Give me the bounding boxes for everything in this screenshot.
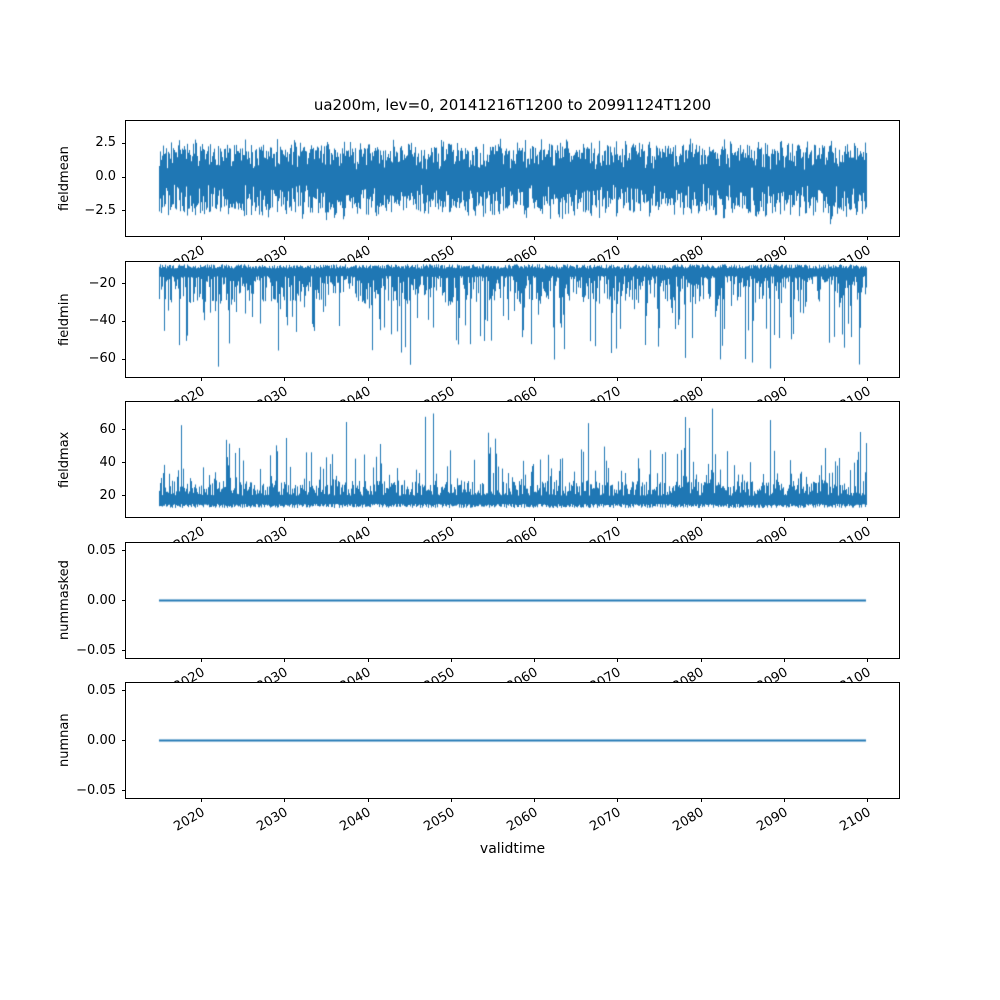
x-tick-mark xyxy=(783,517,785,521)
y-tick-mark xyxy=(122,600,126,601)
x-tick-mark xyxy=(783,658,785,662)
y-tick-label: 0.00 xyxy=(87,732,116,748)
x-tick-mark xyxy=(450,798,452,802)
y-tick-mark xyxy=(122,283,126,285)
x-tick-mark xyxy=(700,658,702,662)
subplot-fieldmean: fieldmean 2.5 0.0 −2.5 xyxy=(57,120,900,240)
x-tick-mark xyxy=(450,658,452,662)
y-tick-label: 20 xyxy=(99,487,116,503)
y-tick-label: −0.05 xyxy=(76,642,116,658)
y-tick-mark xyxy=(122,550,126,551)
plot-area-fieldmean xyxy=(126,121,899,236)
y-tick-mark xyxy=(122,495,126,497)
y-tick-label: 0.05 xyxy=(87,682,116,698)
x-tick-mark xyxy=(867,517,868,521)
x-tick-mark xyxy=(284,798,286,802)
x-tick-mark xyxy=(700,236,702,240)
x-tick-label: 2070 xyxy=(587,805,624,835)
subplot-nummasked: nummasked 0.05 0.00 −0.05 xyxy=(57,542,900,662)
y-tick-mark xyxy=(122,740,126,741)
plot-area-fieldmin xyxy=(126,262,899,377)
y-tick-mark xyxy=(122,176,126,178)
y-tick-mark xyxy=(122,690,126,691)
x-tick-label: 2060 xyxy=(504,805,541,835)
x-tick-mark xyxy=(617,658,619,662)
x-tick-mark xyxy=(201,517,202,521)
x-tick-mark xyxy=(201,798,202,802)
x-tick-mark xyxy=(201,658,202,662)
y-tick-mark xyxy=(122,210,126,212)
x-tick-mark xyxy=(450,236,452,240)
x-tick-mark xyxy=(201,377,202,381)
x-tick-label: 2100 xyxy=(837,805,874,835)
x-tick-label: 2090 xyxy=(754,805,791,835)
y-tick-label: −40 xyxy=(88,313,116,329)
x-tick-mark xyxy=(617,798,619,802)
y-tick-label: 0.0 xyxy=(95,169,116,185)
x-tick-mark xyxy=(783,236,785,240)
subplot-numnan: numnan 0.05 0.00 −0.05 xyxy=(57,682,900,802)
x-tick-mark xyxy=(367,658,369,662)
x-tick-label: 2050 xyxy=(421,805,458,835)
x-tick-mark xyxy=(700,377,702,381)
x-tick-mark xyxy=(700,798,702,802)
x-tick-mark xyxy=(534,236,535,240)
x-axis-label: validtime xyxy=(479,841,546,857)
y-tick-mark xyxy=(122,790,126,791)
plot-area-fieldmax xyxy=(126,402,899,517)
y-tick-label: 0.00 xyxy=(87,592,116,608)
y-tick-label: −20 xyxy=(88,275,116,291)
y-tick-label: 60 xyxy=(99,421,116,437)
x-tick-label: 2030 xyxy=(254,805,291,835)
x-tick-mark xyxy=(534,517,535,521)
x-tick-mark xyxy=(867,236,868,240)
x-tick-mark xyxy=(201,236,202,240)
x-tick-mark xyxy=(783,377,785,381)
y-tick-mark xyxy=(122,320,126,322)
x-tick-mark xyxy=(284,658,286,662)
x-tick-mark xyxy=(617,377,619,381)
x-tick-labels-row-5: 2020 2030 2040 2050 2060 2070 2080 2090 2100 xyxy=(125,799,900,837)
y-tick-mark xyxy=(122,462,126,464)
x-tick-mark xyxy=(783,798,785,802)
x-tick-mark xyxy=(700,517,702,521)
y-tick-mark xyxy=(122,358,126,360)
x-tick-mark xyxy=(534,658,535,662)
x-tick-mark xyxy=(450,517,452,521)
x-tick-label: 2040 xyxy=(337,805,374,835)
x-tick-mark xyxy=(284,377,286,381)
x-tick-mark xyxy=(450,377,452,381)
y-tick-label: 2.5 xyxy=(95,135,116,151)
x-tick-mark xyxy=(367,798,369,802)
subplot-fieldmax: fieldmax 20 40 60 xyxy=(57,401,900,521)
x-tick-mark xyxy=(617,517,619,521)
x-tick-mark xyxy=(534,377,535,381)
plot-area-nummasked xyxy=(126,543,899,658)
x-tick-mark xyxy=(367,377,369,381)
y-tick-mark xyxy=(122,429,126,431)
x-tick-label: 2020 xyxy=(171,805,208,835)
x-tick-mark xyxy=(867,658,868,662)
figure-title: ua200m, lev=0, 20141216T1200 to 20991124… xyxy=(313,96,712,114)
x-tick-mark xyxy=(284,517,286,521)
y-tick-label: −60 xyxy=(88,351,116,367)
x-tick-mark xyxy=(534,798,535,802)
subplot-fieldmin: fieldmin −20 −40 −60 xyxy=(57,261,900,381)
x-tick-mark xyxy=(367,517,369,521)
y-tick-label: −0.05 xyxy=(76,782,116,798)
x-tick-mark xyxy=(867,798,868,802)
x-tick-mark xyxy=(367,236,369,240)
y-tick-label: 0.05 xyxy=(87,542,116,558)
plot-area-numnan xyxy=(126,683,899,798)
x-tick-mark xyxy=(284,236,286,240)
y-tick-mark xyxy=(122,142,126,144)
y-tick-mark xyxy=(122,650,126,651)
y-tick-label: −2.5 xyxy=(84,202,116,218)
x-tick-mark xyxy=(867,377,868,381)
y-tick-label: 40 xyxy=(99,454,116,470)
x-tick-label: 2080 xyxy=(670,805,707,835)
x-tick-mark xyxy=(617,236,619,240)
